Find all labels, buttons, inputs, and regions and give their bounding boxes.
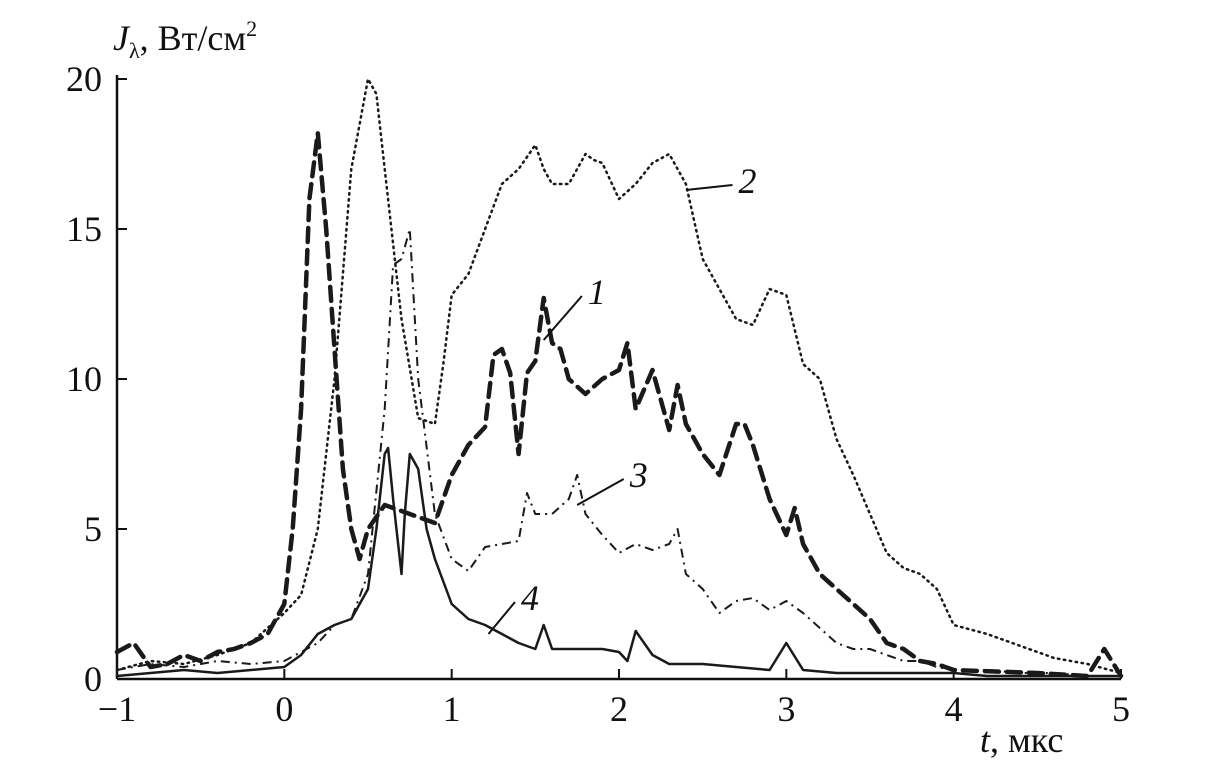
x-tick-label: 1 bbox=[443, 689, 461, 729]
curve-label-2: 2 bbox=[739, 161, 757, 201]
y-tick-label: 15 bbox=[66, 209, 102, 249]
curve-label-3: 3 bbox=[629, 455, 648, 495]
y-tick-label: 0 bbox=[84, 659, 102, 699]
axes bbox=[115, 75, 1121, 681]
series-line-4 bbox=[115, 446, 1123, 678]
series-line-3 bbox=[116, 228, 1121, 677]
series-line-1 bbox=[114, 130, 1124, 679]
x-tick-label: 0 bbox=[275, 689, 293, 729]
curve-label-4: 4 bbox=[521, 578, 539, 618]
y-axis-label: Jλ, Вт/см2 bbox=[113, 16, 257, 63]
x-tick-label: 5 bbox=[1112, 689, 1130, 729]
y-tick-label: 5 bbox=[84, 509, 102, 549]
x-tick-label: 4 bbox=[945, 689, 963, 729]
leader-line-1 bbox=[542, 295, 583, 341]
x-tick-label: 3 bbox=[777, 689, 795, 729]
y-tick-label: 10 bbox=[66, 359, 102, 399]
curve-labels: 1 2 3 4 bbox=[487, 161, 757, 635]
leader-line-2 bbox=[685, 184, 733, 191]
x-axis-label: t, мкс bbox=[980, 720, 1063, 760]
y-tick-label: 20 bbox=[66, 59, 102, 99]
leader-line-3 bbox=[576, 478, 625, 506]
curve-label-1: 1 bbox=[588, 272, 606, 312]
x-tick-label: −1 bbox=[98, 689, 136, 729]
series-group bbox=[114, 77, 1124, 679]
labels: Jλ, Вт/см2 t, мкс bbox=[113, 16, 1063, 760]
series-line-2 bbox=[115, 77, 1123, 675]
leader-line-4 bbox=[487, 601, 516, 635]
x-tick-label: 2 bbox=[610, 689, 628, 729]
